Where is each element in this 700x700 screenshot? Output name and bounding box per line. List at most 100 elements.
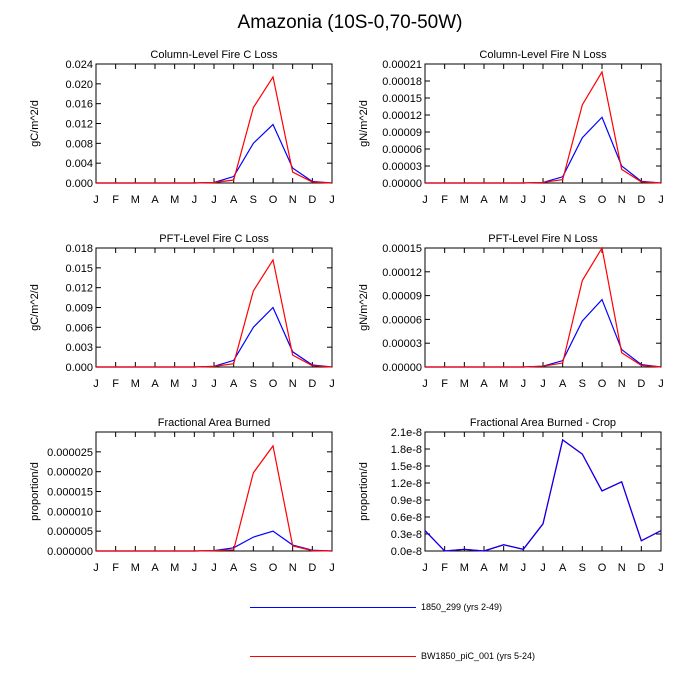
y-tick-label: 0.000025 — [47, 447, 93, 459]
x-tick-label: O — [598, 562, 607, 574]
x-tick-label: N — [618, 378, 626, 390]
y-tick-label: 0.003 — [65, 342, 93, 354]
x-tick-label: M — [170, 378, 179, 390]
series-line-bw1850-pic-001 — [96, 75, 333, 184]
x-tick-label: D — [308, 194, 316, 206]
x-tick-label: J — [329, 562, 335, 574]
x-tick-label: M — [460, 194, 469, 206]
x-tick-label: J — [521, 378, 527, 390]
y-tick-label: 0.000 — [65, 362, 93, 374]
x-tick-label: N — [289, 378, 297, 390]
y-tick-label: 0.00018 — [382, 76, 422, 88]
y-tick-label: 0.008 — [65, 138, 93, 150]
y-tick-label: 0.0e-8 — [391, 546, 422, 558]
x-tick-label: N — [289, 562, 297, 574]
y-tick-label: 1.2e-8 — [391, 478, 422, 490]
x-tick-label: M — [499, 194, 508, 206]
x-tick-label: A — [230, 562, 238, 574]
x-tick-label: F — [441, 194, 448, 206]
x-tick-label: J — [211, 562, 217, 574]
y-tick-label: 0.00000 — [382, 362, 422, 374]
x-tick-label: A — [151, 194, 159, 206]
y-tick-label: 0.00009 — [382, 127, 422, 139]
x-tick-label: S — [579, 562, 586, 574]
panel-5: J F M A M J J A S O N D J0.0000000.0000050.0000100.0… — [29, 417, 335, 574]
y-tick-label: 0.00012 — [382, 267, 422, 279]
x-tick-label: N — [289, 194, 297, 206]
panel-frame — [424, 247, 662, 368]
y-tick-label: 0.00021 — [382, 59, 422, 71]
x-tick-label: D — [637, 562, 645, 574]
y-tick-label: 1.8e-8 — [391, 444, 422, 456]
y-tick-label: 0.024 — [65, 59, 93, 71]
x-tick-label: N — [618, 194, 626, 206]
x-tick-label: M — [499, 562, 508, 574]
y-tick-label: 2.1e-8 — [391, 427, 422, 439]
panel-frame — [424, 431, 662, 552]
y-tick-label: 0.006 — [65, 322, 93, 334]
panel-3: J F M A M J J A S O N D J0.0000.0030.0060.0090.0120.… — [29, 233, 335, 390]
panel-1: J F M A M J J A S O N D J0.0000.0040.0080.0120.0160.… — [29, 49, 335, 206]
y-tick-label: 0.00003 — [382, 338, 422, 350]
series-line-1850-299 — [424, 438, 662, 552]
x-tick-label: A — [559, 194, 567, 206]
x-tick-label: M — [170, 194, 179, 206]
y-tick-label: 0.020 — [65, 79, 93, 91]
x-tick-label: J — [211, 378, 217, 390]
y-tick-label: 0.015 — [65, 263, 93, 275]
y-tick-label: 0.00009 — [382, 291, 422, 303]
x-tick-label: S — [579, 194, 586, 206]
series-line-bw1850-pic-001 — [425, 70, 662, 184]
x-tick-label: J — [658, 378, 664, 390]
y-tick-label: 0.9e-8 — [391, 495, 422, 507]
figure-title: Amazonia (10S-0,70-50W) — [237, 12, 463, 33]
y-tick-label: 0.000020 — [47, 467, 93, 479]
x-tick-label: J — [658, 562, 664, 574]
panel-title: Column-Level Fire C Loss — [150, 49, 278, 61]
x-tick-label: J — [329, 194, 335, 206]
y-tick-label: 0.00003 — [382, 161, 422, 173]
y-axis-label: proportion/d — [29, 462, 41, 521]
x-tick-label: J — [540, 562, 546, 574]
x-tick-label: A — [480, 562, 488, 574]
x-tick-label: N — [618, 562, 626, 574]
x-tick-label: M — [499, 378, 508, 390]
x-tick-label: J — [192, 194, 198, 206]
x-tick-label: D — [637, 194, 645, 206]
y-tick-label: 0.000 — [65, 178, 93, 190]
y-tick-label: 0.00000 — [382, 178, 422, 190]
x-tick-label: J — [422, 378, 428, 390]
panel-title: Fractional Area Burned - Crop — [470, 417, 616, 429]
panel-frame — [95, 63, 333, 184]
series-line-1850-299 — [96, 306, 333, 368]
y-axis-label: proportion/d — [358, 462, 370, 521]
x-tick-label: A — [559, 562, 567, 574]
x-tick-label: J — [658, 194, 664, 206]
x-tick-label: O — [598, 378, 607, 390]
y-axis-label: gN/m^2/d — [358, 284, 370, 331]
x-tick-label: J — [93, 562, 99, 574]
y-tick-label: 0.018 — [65, 243, 93, 255]
x-tick-label: J — [93, 378, 99, 390]
x-tick-label: J — [540, 378, 546, 390]
y-tick-label: 0.6e-8 — [391, 512, 422, 524]
y-axis-label: gC/m^2/d — [29, 100, 41, 147]
x-tick-label: F — [441, 562, 448, 574]
y-tick-label: 0.012 — [65, 283, 93, 295]
x-tick-label: M — [131, 378, 140, 390]
series-line-bw1850-pic-001 — [96, 444, 333, 552]
x-tick-label: J — [329, 378, 335, 390]
y-tick-label: 0.00006 — [382, 144, 422, 156]
x-tick-label: J — [521, 562, 527, 574]
y-tick-label: 0.000000 — [47, 546, 93, 558]
panel-2: J F M A M J J A S O N D J0.000000.000030.000060.0000… — [358, 49, 664, 206]
panel-title: Fractional Area Burned — [158, 417, 271, 429]
y-axis-label: gN/m^2/d — [358, 100, 370, 147]
x-tick-label: F — [112, 194, 119, 206]
x-tick-label: S — [579, 378, 586, 390]
x-tick-label: J — [540, 194, 546, 206]
x-tick-label: A — [480, 378, 488, 390]
y-axis-label: gC/m^2/d — [29, 284, 41, 331]
y-tick-label: 0.000010 — [47, 506, 93, 518]
